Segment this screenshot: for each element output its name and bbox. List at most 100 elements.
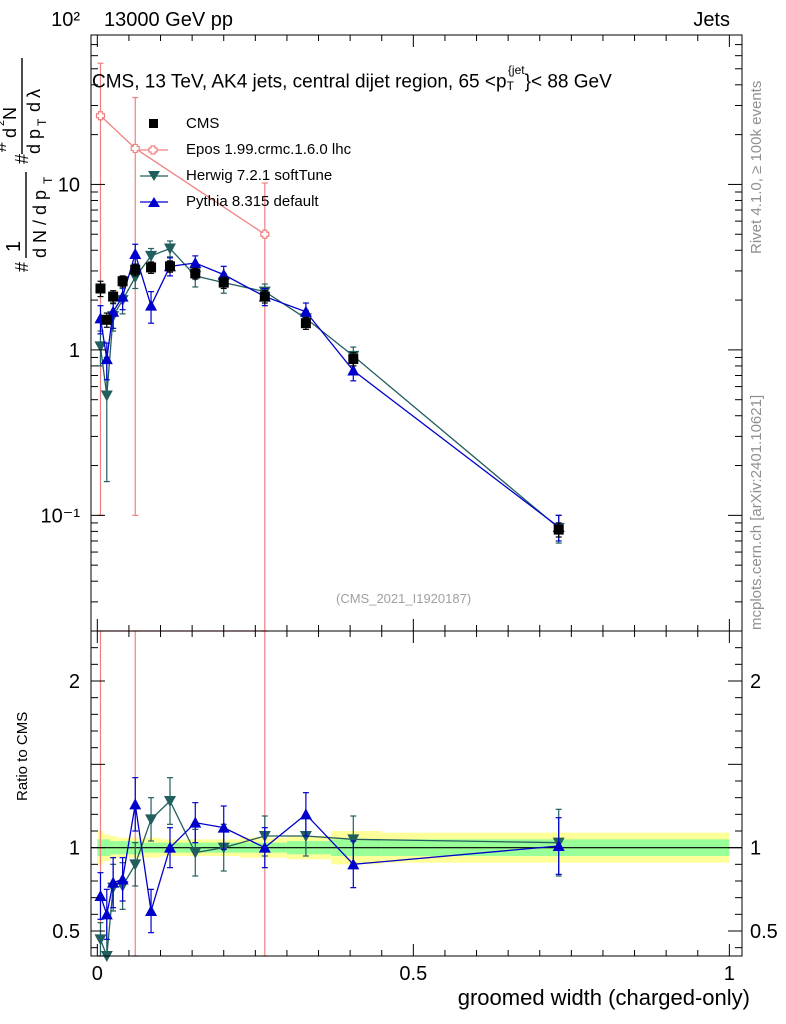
y-tick-label-ratio-right: 2 [750, 671, 761, 693]
y-tick-label-main: 1 [69, 340, 80, 362]
y-tick-label-ratio-left: 0.5 [52, 921, 80, 943]
point-cms-5 [146, 262, 157, 273]
ratio-point-herwig-4 [129, 859, 142, 871]
svg-text:T: T [35, 118, 49, 126]
legend-label-epos: Epos 1.99.crmc.1.6.0 lhc [186, 141, 352, 158]
x-tick-label: 1 [724, 963, 735, 985]
legend-label-pythia: Pythia 8.315 default [186, 193, 319, 210]
ratio-plot-frame [90, 630, 743, 957]
svg-text:#: # [12, 262, 32, 272]
y-tick-label-main: 10⁻¹ [41, 505, 81, 527]
point-pythia-1 [100, 353, 113, 365]
legend-marker-pythia [140, 197, 168, 207]
x-tick-label: 0.5 [399, 963, 427, 985]
y-axis-label: # 1 d N / d p T # # d 2 N d p T d λ [0, 58, 55, 272]
line-herwig [99, 247, 560, 529]
svg-text:T: T [41, 176, 55, 184]
point-epos-2 [260, 229, 270, 239]
point-pythia-3 [116, 290, 129, 302]
ratio-axis-label: Ratio to CMS [14, 711, 31, 801]
point-cms-7 [190, 268, 201, 279]
svg-text:1: 1 [3, 241, 25, 252]
process-label: Jets [693, 9, 730, 31]
point-pythia-10 [299, 305, 312, 317]
y-tick-label-ratio-right: 0.5 [750, 921, 778, 943]
legend-entry-epos: Epos 1.99.crmc.1.6.0 lhc [140, 139, 460, 161]
axis-tick-labels: 0 0.5 1 10⁻¹ 1 10 10² 0.5 0.5 1 1 2 2 [41, 9, 778, 985]
svg-text:N: N [0, 107, 20, 120]
analysis-id-watermark: (CMS_2021_I1920187) [336, 591, 472, 606]
mcplots-citation-label: mcplots.cern.ch [arXiv:2401.10621] [748, 394, 765, 630]
point-epos-1 [130, 143, 140, 154]
ratio-point-pythia-2 [107, 876, 120, 888]
rivet-version-label: Rivet 4.1.0, ≥ 100k events [748, 80, 765, 254]
ratio-point-pythia-11 [347, 858, 360, 870]
legend-entry-pythia: Pythia 8.315 default [140, 191, 460, 213]
point-epos-0 [95, 111, 106, 121]
x-axis-label: groomed width (charged-only) [457, 985, 750, 1010]
legend-marker-herwig [140, 171, 168, 181]
y-tick-label-main: 10² [51, 9, 80, 31]
point-herwig-1 [100, 390, 113, 402]
y-tick-label-main: 10 [58, 174, 80, 196]
line-pythia [99, 251, 560, 528]
svg-text:2: 2 [0, 120, 7, 126]
ratio-point-herwig-7 [189, 847, 202, 859]
svg-text:d: d [0, 128, 20, 138]
legend-label-herwig: Herwig 7.2.1 softTune [186, 167, 333, 184]
point-pythia-4 [129, 247, 142, 259]
ratio-point-pythia-5 [145, 905, 158, 916]
point-cms-1 [101, 314, 112, 325]
svg-text:d p: d p [24, 129, 44, 154]
point-herwig-5 [145, 250, 158, 262]
y-tick-label-ratio-right: 1 [750, 838, 761, 860]
ratio-point-herwig-0 [94, 934, 107, 946]
ratio-point-pythia-7 [189, 816, 202, 828]
point-cms-12 [553, 524, 564, 535]
svg-text:#: # [12, 154, 32, 164]
legend-entry-cms: CMS [140, 113, 460, 135]
series-layer [94, 62, 565, 962]
point-pythia-7 [189, 257, 202, 269]
ratio-point-pythia-3 [116, 873, 129, 885]
point-cms-8 [218, 277, 229, 288]
ratio-point-herwig-11 [347, 834, 360, 846]
legend-label-cms: CMS [186, 115, 220, 132]
ratio-point-herwig-5 [145, 814, 158, 826]
ratio-point-pythia-4 [129, 798, 142, 810]
point-herwig-6 [164, 243, 177, 255]
y-tick-label-ratio-left: 1 [69, 838, 80, 860]
point-cms-10 [300, 318, 311, 329]
ratio-point-pythia-9 [258, 841, 271, 853]
point-pythia-11 [347, 364, 360, 376]
ratio-point-pythia-12 [552, 840, 565, 851]
axis-ticks [91, 34, 742, 956]
ratio-point-pythia-0 [94, 890, 107, 901]
point-cms-0 [95, 283, 106, 294]
ratio-point-pythia-8 [217, 821, 230, 833]
point-cms-4 [130, 264, 141, 275]
ratio-point-herwig-6 [164, 796, 177, 807]
point-pythia-5 [145, 299, 158, 311]
ratio-point-pythia-10 [299, 808, 312, 820]
point-cms-9 [259, 291, 270, 302]
legend-entry-herwig: Herwig 7.2.1 softTune [140, 165, 460, 187]
point-cms-11 [348, 354, 359, 365]
point-pythia-2 [107, 305, 120, 317]
chart-title: CMS, 13 TeV, AK4 jets, central dijet reg… [92, 63, 612, 94]
svg-text:d N / d p: d N / d p [30, 190, 50, 258]
svg-text:d: d [24, 102, 44, 112]
point-cms-2 [108, 291, 119, 302]
collision-energy-label: 13000 GeV pp [104, 9, 233, 31]
ratio-point-pythia-6 [164, 841, 177, 853]
point-herwig-4 [129, 272, 142, 284]
legend-marker-epos [140, 145, 168, 155]
point-cms-6 [165, 261, 176, 272]
legend-marker-cms [149, 119, 158, 128]
x-tick-label: 0 [92, 963, 103, 985]
y-tick-label-ratio-left: 2 [69, 671, 80, 693]
svg-text:#: # [0, 142, 10, 152]
point-cms-3 [117, 276, 128, 287]
svg-text:λ: λ [24, 89, 44, 98]
